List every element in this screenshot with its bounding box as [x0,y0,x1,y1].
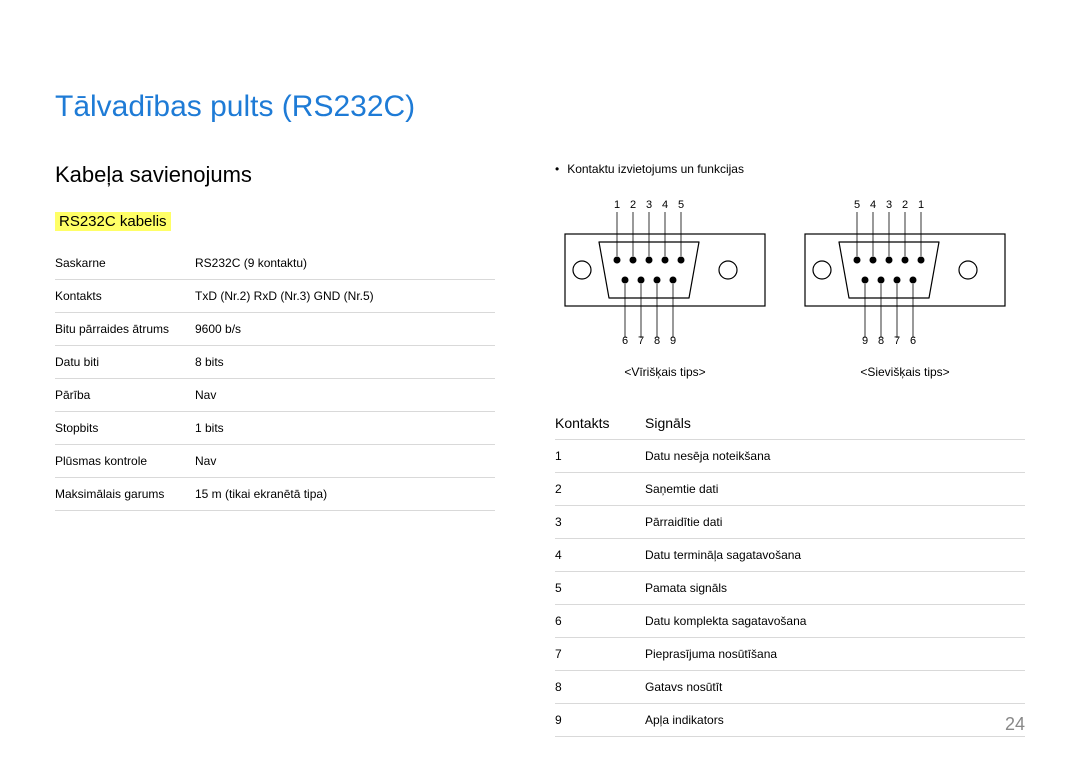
table-row: Maksimālais garums15 m (tikai ekranētā t… [55,478,495,511]
spec-value: RS232C (9 kontaktu) [195,247,495,280]
signal-name: Gatavs nosūtīt [645,671,1025,704]
svg-text:3: 3 [646,199,652,211]
signal-table: Kontakts Signāls 1Datu nesēja noteikšana… [555,407,1025,737]
signal-name: Pārraidītie dati [645,506,1025,539]
table-row: 9Apļa indikators [555,704,1025,737]
spec-key: Pārība [55,379,195,412]
spec-key: Kontakts [55,280,195,313]
table-row: Datu biti8 bits [55,346,495,379]
svg-text:5: 5 [854,199,860,211]
svg-text:8: 8 [878,335,884,347]
signal-name: Pamata signāls [645,572,1025,605]
table-row: 4Datu termināļa sagatavošana [555,539,1025,572]
table-row: Plūsmas kontroleNav [55,445,495,478]
sub-title-highlight: RS232C kabelis [55,212,171,231]
spec-value: Nav [195,445,495,478]
signal-name: Saņemtie dati [645,473,1025,506]
table-row: Bitu pārraides ātrums9600 b/s [55,313,495,346]
signal-name: Datu komplekta sagatavošana [645,605,1025,638]
signal-header-contact: Kontakts [555,407,645,440]
table-row: KontaktsTxD (Nr.2) RxD (Nr.3) GND (Nr.5) [55,280,495,313]
spec-value: Nav [195,379,495,412]
signal-name: Pieprasījuma nosūtīšana [645,638,1025,671]
svg-text:8: 8 [654,335,660,347]
spec-value: 1 bits [195,412,495,445]
spec-value: 9600 b/s [195,313,495,346]
pin-number: 3 [555,506,645,539]
table-row: PārībaNav [55,379,495,412]
svg-text:3: 3 [886,199,892,211]
signal-header-signal: Signāls [645,407,1025,440]
spec-key: Stopbits [55,412,195,445]
pin-number: 6 [555,605,645,638]
spec-key: Datu biti [55,346,195,379]
connector-diagram: 54321 9876 <Sievišķais tips> [795,194,1015,379]
bullet-line: Kontaktu izvietojums un funkcijas [555,162,1025,176]
content-columns: Kabeļa savienojums RS232C kabelis Saskar… [55,162,1025,737]
svg-text:6: 6 [622,335,628,347]
pin-number: 7 [555,638,645,671]
svg-text:2: 2 [630,199,636,211]
spec-key: Saskarne [55,247,195,280]
connector-diagram: 12345 6789 <Vīrišķais tips> [555,194,775,379]
spec-value: TxD (Nr.2) RxD (Nr.3) GND (Nr.5) [195,280,495,313]
svg-text:7: 7 [638,335,644,347]
pin-number: 2 [555,473,645,506]
table-row: 3Pārraidītie dati [555,506,1025,539]
svg-text:7: 7 [894,335,900,347]
table-row: 6Datu komplekta sagatavošana [555,605,1025,638]
pin-number: 8 [555,671,645,704]
spec-key: Bitu pārraides ātrums [55,313,195,346]
connector-svg: 54321 9876 [795,194,1015,354]
page-number: 24 [1005,714,1025,735]
table-row: 7Pieprasījuma nosūtīšana [555,638,1025,671]
svg-text:1: 1 [918,199,924,211]
spec-value: 8 bits [195,346,495,379]
right-column: Kontaktu izvietojums un funkcijas 123456… [555,162,1025,737]
pin-number: 9 [555,704,645,737]
table-row: 2Saņemtie dati [555,473,1025,506]
page-title: Tālvadības pults (RS232C) [55,90,1025,124]
table-row: Stopbits1 bits [55,412,495,445]
signal-name: Apļa indikators [645,704,1025,737]
svg-text:6: 6 [910,335,916,347]
diagram-caption: <Sievišķais tips> [795,365,1015,379]
spec-key: Plūsmas kontrole [55,445,195,478]
spec-value: 15 m (tikai ekranētā tipa) [195,478,495,511]
pin-number: 5 [555,572,645,605]
table-row: 8Gatavs nosūtīt [555,671,1025,704]
table-row: 5Pamata signāls [555,572,1025,605]
pin-number: 4 [555,539,645,572]
svg-text:9: 9 [670,335,676,347]
spec-table: SaskarneRS232C (9 kontaktu)KontaktsTxD (… [55,247,495,511]
connector-diagrams: 123456789<Vīrišķais tips>543219876<Sievi… [555,194,1025,379]
table-row: SaskarneRS232C (9 kontaktu) [55,247,495,280]
svg-text:9: 9 [862,335,868,347]
svg-text:2: 2 [902,199,908,211]
section-title: Kabeļa savienojums [55,162,495,188]
spec-key: Maksimālais garums [55,478,195,511]
pin-number: 1 [555,440,645,473]
svg-text:4: 4 [662,199,668,211]
svg-text:5: 5 [678,199,684,211]
svg-text:1: 1 [614,199,620,211]
svg-text:4: 4 [870,199,876,211]
connector-svg: 12345 6789 [555,194,775,354]
signal-name: Datu nesēja noteikšana [645,440,1025,473]
table-row: 1Datu nesēja noteikšana [555,440,1025,473]
diagram-caption: <Vīrišķais tips> [555,365,775,379]
left-column: Kabeļa savienojums RS232C kabelis Saskar… [55,162,495,737]
signal-name: Datu termināļa sagatavošana [645,539,1025,572]
